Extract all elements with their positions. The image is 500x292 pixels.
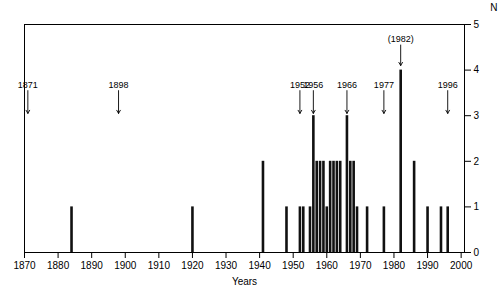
svg-text:3: 3 (474, 110, 480, 121)
svg-text:1996: 1996 (438, 80, 458, 90)
svg-text:2000: 2000 (450, 260, 473, 271)
svg-text:1870: 1870 (13, 260, 36, 271)
svg-text:Years: Years (232, 276, 257, 287)
svg-text:1980: 1980 (383, 260, 406, 271)
svg-text:(1982): (1982) (388, 34, 414, 44)
svg-text:1898: 1898 (109, 80, 129, 90)
svg-text:1940: 1940 (248, 260, 271, 271)
svg-text:1956: 1956 (303, 80, 323, 90)
svg-text:1880: 1880 (47, 260, 70, 271)
svg-text:1930: 1930 (215, 260, 238, 271)
svg-text:1890: 1890 (81, 260, 104, 271)
svg-text:1977: 1977 (374, 80, 394, 90)
svg-text:1960: 1960 (316, 260, 339, 271)
svg-text:0: 0 (474, 247, 480, 258)
svg-text:2: 2 (474, 156, 480, 167)
svg-text:1920: 1920 (181, 260, 204, 271)
svg-text:1: 1 (474, 201, 480, 212)
svg-text:N: N (490, 2, 497, 13)
svg-text:1871: 1871 (18, 80, 38, 90)
svg-text:1900: 1900 (114, 260, 137, 271)
svg-text:1966: 1966 (337, 80, 357, 90)
svg-text:1990: 1990 (416, 260, 439, 271)
svg-text:5: 5 (474, 19, 480, 30)
svg-text:4: 4 (474, 64, 480, 75)
svg-text:1952: 1952 (289, 79, 310, 90)
svg-text:1910: 1910 (148, 260, 171, 271)
svg-text:1970: 1970 (349, 260, 372, 271)
svg-text:1950: 1950 (282, 260, 305, 271)
